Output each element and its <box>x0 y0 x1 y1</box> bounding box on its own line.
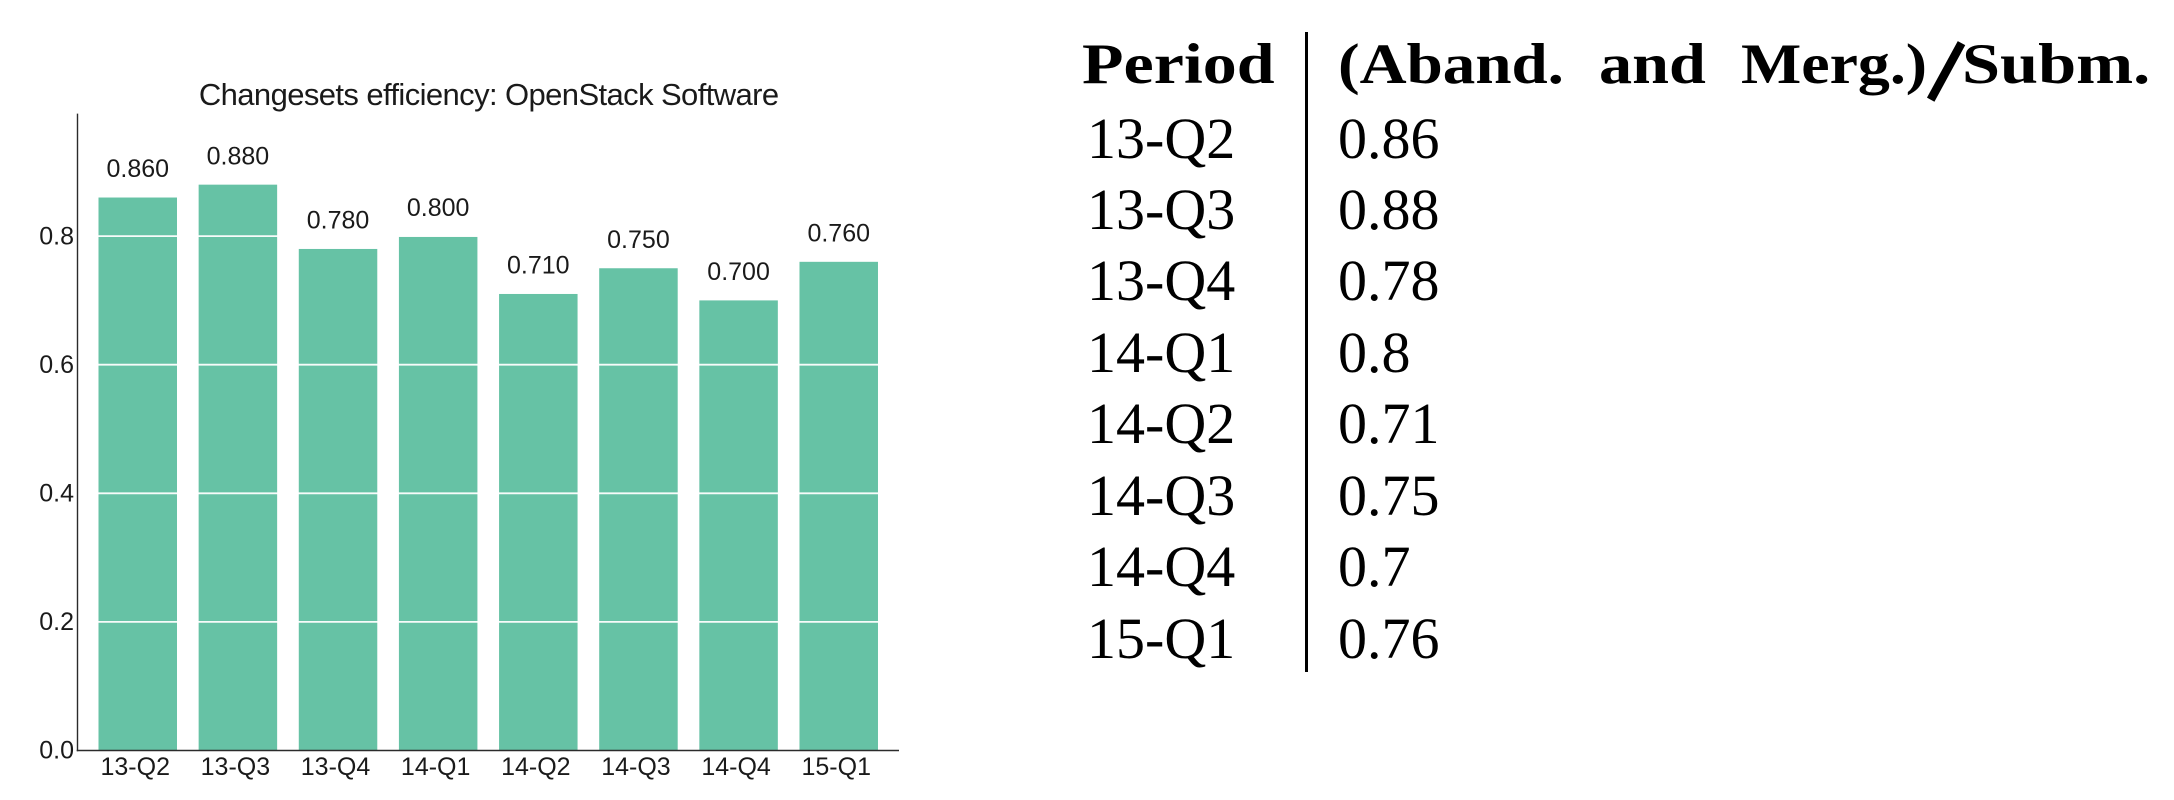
svg-text:0.2: 0.2 <box>39 608 74 636</box>
svg-text:0.750: 0.750 <box>607 226 670 254</box>
svg-text:0.780: 0.780 <box>307 207 370 235</box>
svg-text:0.860: 0.860 <box>106 155 169 183</box>
svg-text:0.6: 0.6 <box>39 351 74 379</box>
svg-text:0.880: 0.880 <box>207 142 270 170</box>
svg-text:0.8: 0.8 <box>39 222 74 250</box>
svg-text:14-Q4: 14-Q4 <box>701 753 771 781</box>
svg-text:0.0: 0.0 <box>39 737 74 765</box>
svg-text:13-Q2: 13-Q2 <box>101 753 170 781</box>
svg-text:14-Q3: 14-Q3 <box>601 753 670 781</box>
svg-text:0.760: 0.760 <box>807 220 870 248</box>
svg-text:0.4: 0.4 <box>39 480 74 508</box>
svg-text:Changesets efficiency: OpenSta: Changesets efficiency: OpenStack Softwar… <box>199 77 779 112</box>
svg-text:0.710: 0.710 <box>507 252 570 280</box>
svg-text:0.800: 0.800 <box>407 194 470 222</box>
svg-text:13-Q3: 13-Q3 <box>201 753 270 781</box>
svg-text:13-Q4: 13-Q4 <box>301 753 371 781</box>
svg-text:15-Q1: 15-Q1 <box>801 753 870 781</box>
svg-text:14-Q1: 14-Q1 <box>401 753 470 781</box>
svg-text:0.700: 0.700 <box>707 258 770 286</box>
svg-text:14-Q2: 14-Q2 <box>501 753 570 781</box>
